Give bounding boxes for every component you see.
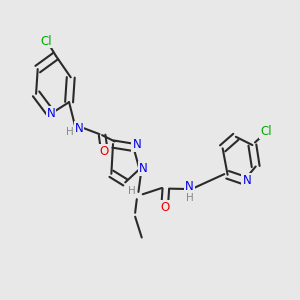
Text: Cl: Cl: [260, 125, 272, 138]
Text: O: O: [160, 201, 170, 214]
Text: N: N: [185, 180, 194, 193]
Text: O: O: [99, 145, 108, 158]
Text: N: N: [242, 174, 251, 187]
Text: N: N: [139, 162, 148, 175]
Text: H: H: [128, 186, 136, 196]
Text: Cl: Cl: [40, 34, 52, 47]
Text: H: H: [66, 128, 74, 137]
Text: N: N: [75, 122, 83, 135]
Text: N: N: [132, 138, 141, 151]
Text: N: N: [46, 107, 55, 120]
Text: H: H: [186, 193, 194, 203]
